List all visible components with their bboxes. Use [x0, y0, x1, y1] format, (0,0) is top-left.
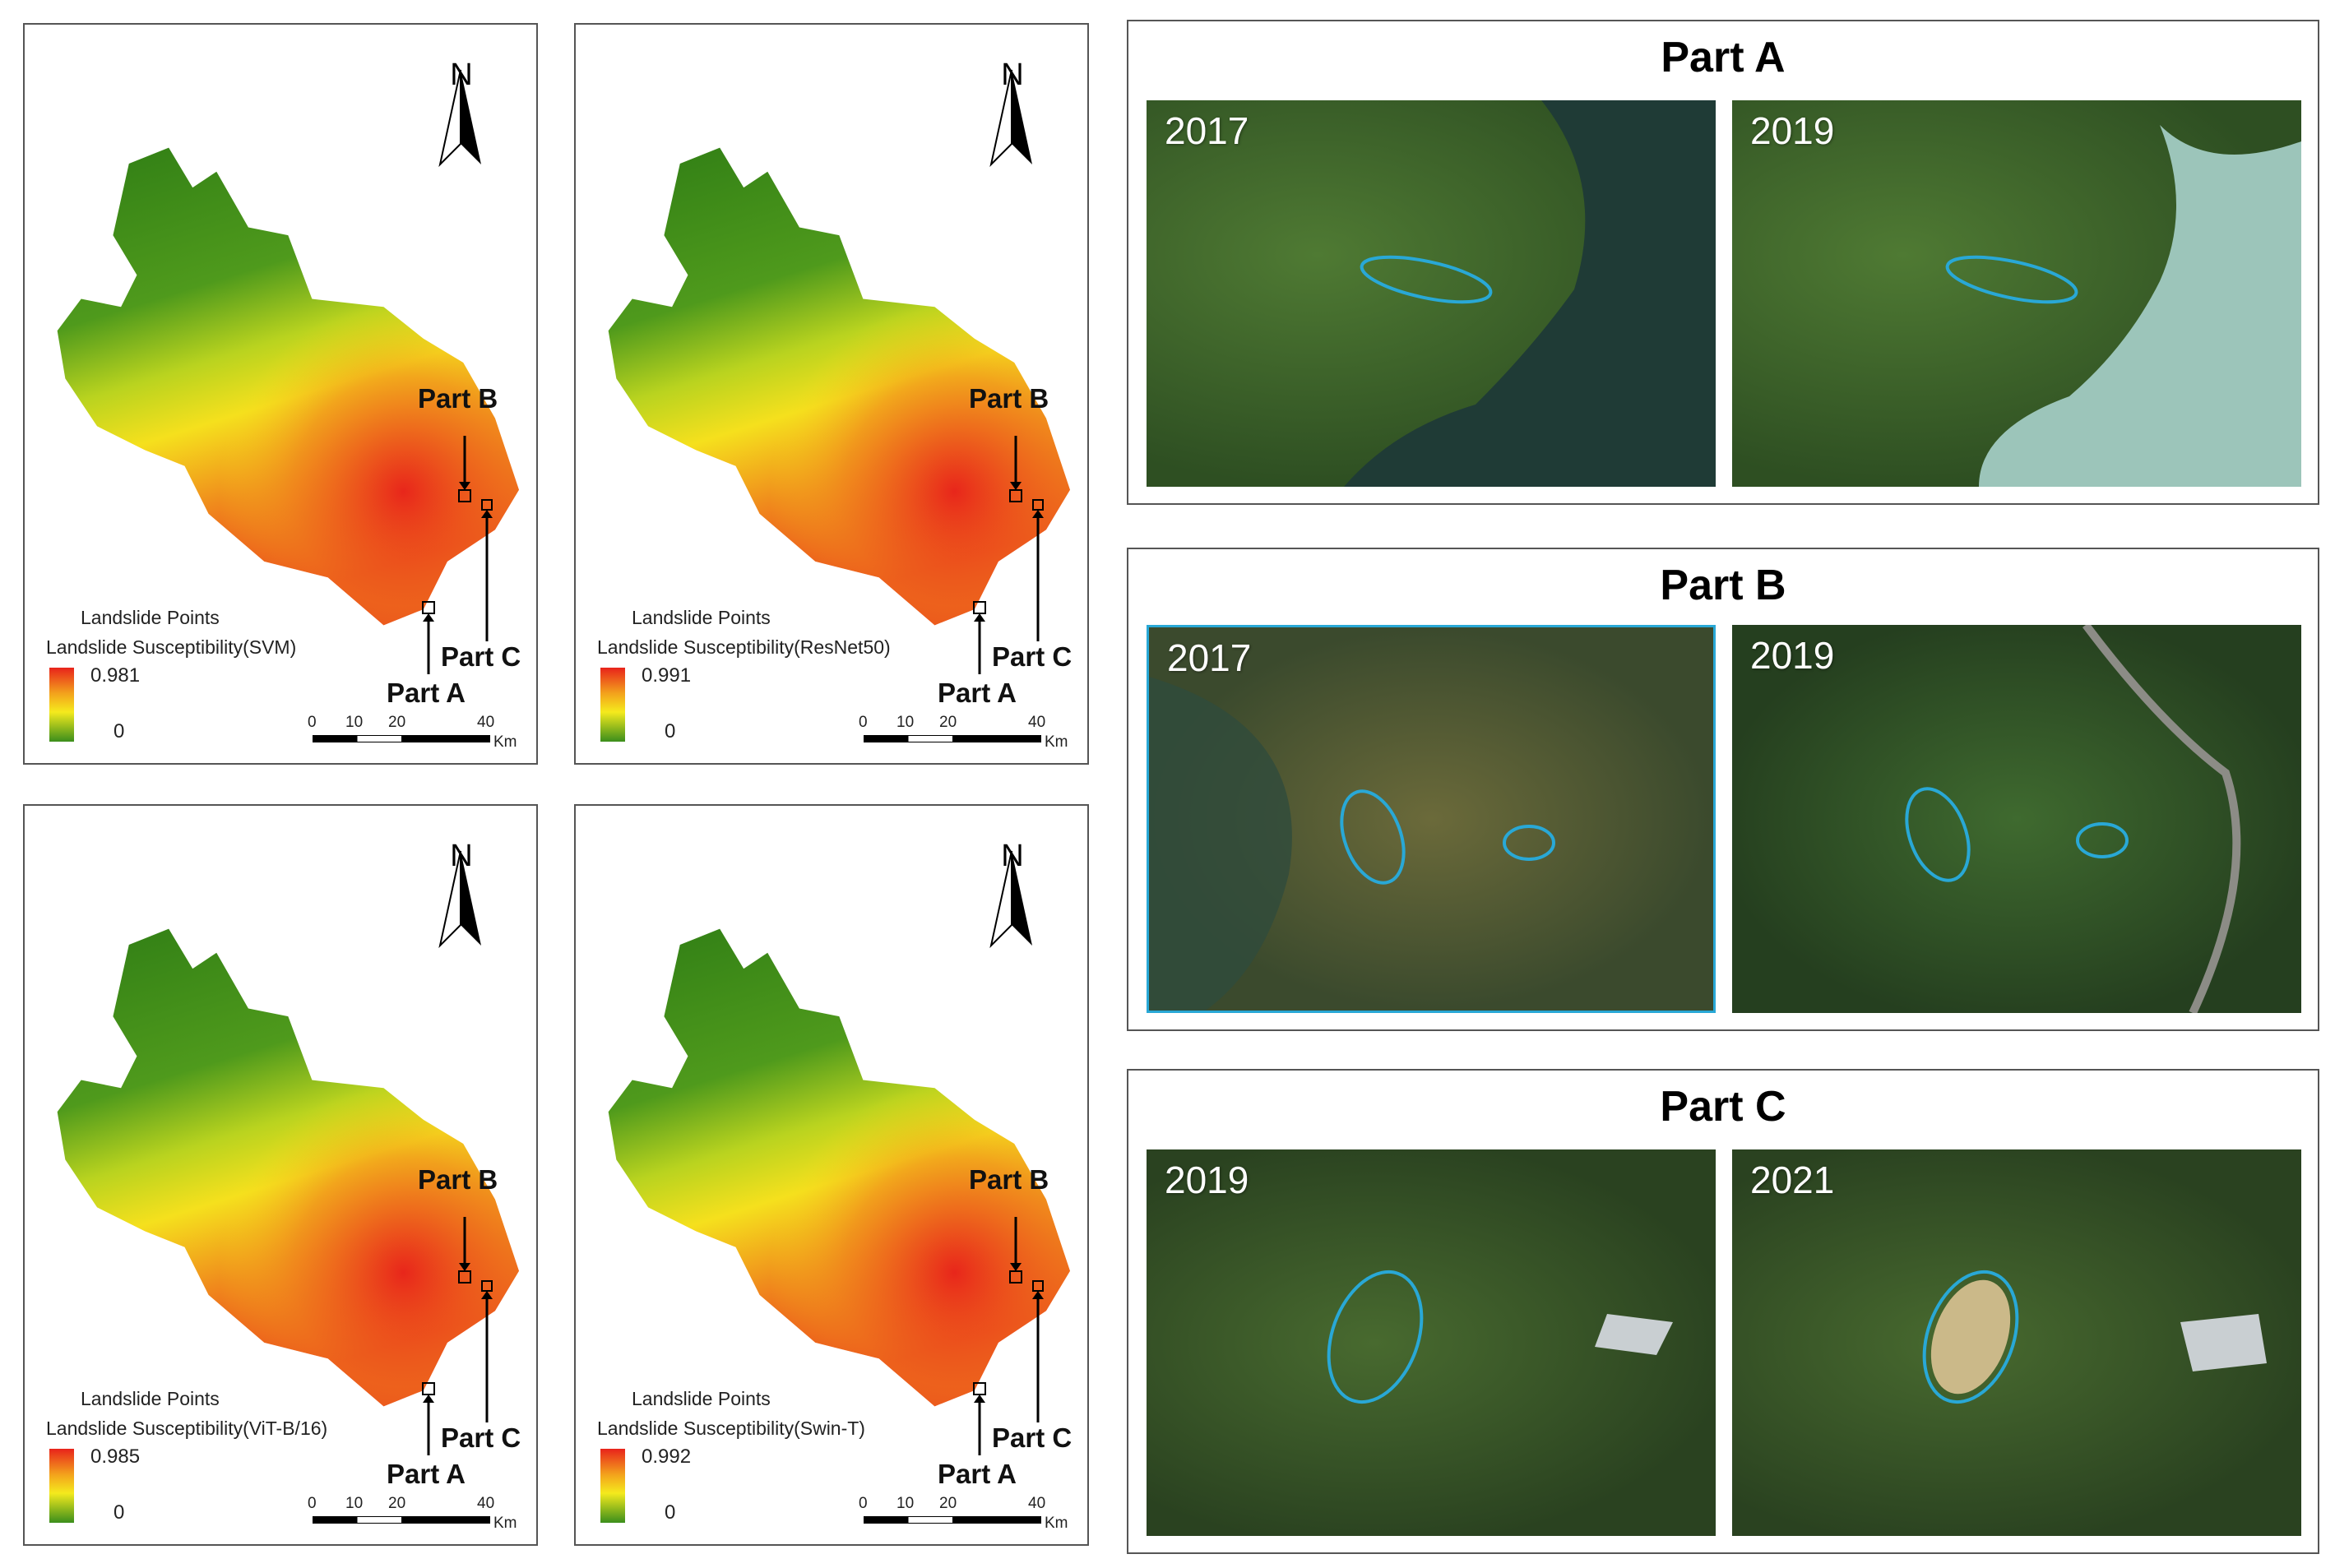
year-label: 2019 — [1750, 109, 1835, 152]
scale-10: 10 — [896, 714, 915, 731]
part-c-label: Part C — [441, 1422, 521, 1453]
north-label: N — [450, 839, 473, 873]
part-c-label: Part C — [441, 641, 521, 672]
map-panel-swin: N Landslide Points Landslide Susceptibil… — [574, 804, 1089, 1546]
part-c-photo-left: 2019 — [1147, 1149, 1716, 1536]
legend-title: Landslide Susceptibility(ResNet50) — [597, 636, 891, 658]
north-arrow-icon — [989, 850, 1032, 949]
part-a-title: Part A — [1661, 34, 1786, 81]
landslide-highlight — [1327, 1270, 1424, 1404]
scale-20: 20 — [388, 714, 406, 731]
part-c-title: Part C — [1660, 1083, 1786, 1131]
ramp-max: 0.981 — [90, 664, 141, 687]
susceptibility-map-svm — [57, 69, 519, 674]
part-c-label: Part C — [992, 1422, 1073, 1453]
map-panel-vit: N Landslide Points Landslide Susceptibil… — [23, 804, 538, 1546]
ramp-min: 0 — [665, 720, 676, 742]
part-a-photo-left: 2017 — [1147, 100, 1716, 487]
scale-unit: Km — [493, 733, 517, 751]
landslide-highlight — [1360, 255, 1493, 304]
year-label: 2021 — [1750, 1159, 1835, 1201]
north-label: N — [1001, 839, 1024, 873]
part-c-label: Part C — [992, 641, 1073, 672]
part-a-photo-right: 2019 — [1732, 100, 2301, 487]
landslide-highlight — [2076, 822, 2129, 858]
part-c-panel: Part C 2019 2021 — [1127, 1069, 2319, 1554]
color-ramp — [600, 668, 625, 742]
year-label: 2017 — [1165, 109, 1249, 152]
year-label: 2017 — [1167, 636, 1252, 679]
part-b-label: Part B — [969, 1164, 1049, 1195]
north-arrow-icon — [989, 69, 1032, 168]
color-ramp — [49, 1449, 74, 1523]
scale-10: 10 — [345, 714, 364, 731]
scale-bar — [864, 735, 1041, 742]
scale-bar — [864, 1516, 1041, 1524]
landslide-highlight — [1905, 787, 1971, 882]
scale-unit: Km — [1045, 1515, 1068, 1532]
part-b-title: Part B — [1660, 562, 1786, 609]
part-a-panel: Part A 2017 2019 — [1127, 20, 2319, 505]
map-panel-resnet: N Landslide Points Landslide Susceptibil… — [574, 23, 1089, 765]
scale-20: 20 — [939, 714, 957, 731]
legend-landslide-points: Landslide Points — [632, 1388, 771, 1409]
ramp-min: 0 — [114, 1501, 125, 1524]
part-a-label: Part A — [938, 678, 1017, 708]
legend-title: Landslide Susceptibility(Swin-T) — [597, 1418, 865, 1439]
north-arrow-icon — [438, 69, 481, 168]
north-label: N — [450, 58, 473, 92]
scale-40: 40 — [1028, 1495, 1046, 1512]
scale-unit: Km — [1045, 733, 1068, 751]
scale-20: 20 — [388, 1495, 406, 1512]
legend-landslide-points: Landslide Points — [81, 607, 220, 628]
part-b-label: Part B — [418, 383, 498, 414]
scale-40: 40 — [477, 1495, 495, 1512]
part-b-photo-left: 2017 — [1147, 625, 1716, 1013]
ramp-min: 0 — [665, 1501, 676, 1524]
scale-10: 10 — [345, 1495, 364, 1512]
scale-40: 40 — [1028, 714, 1046, 731]
ramp-max: 0.992 — [642, 1445, 692, 1468]
year-label: 2019 — [1750, 634, 1835, 677]
part-a-label: Part A — [938, 1459, 1017, 1489]
legend-title: Landslide Susceptibility(SVM) — [46, 636, 297, 658]
part-c-photo-right: 2021 — [1732, 1149, 2301, 1536]
part-b-panel: Part B 2017 2019 — [1127, 548, 2319, 1031]
landslide-highlight — [1340, 789, 1406, 885]
north-arrow-icon — [438, 850, 481, 949]
scale-unit: Km — [493, 1515, 517, 1532]
scale-0: 0 — [308, 1495, 317, 1512]
part-b-label: Part B — [418, 1164, 498, 1195]
legend-landslide-points: Landslide Points — [632, 607, 771, 628]
susceptibility-map-vit — [57, 850, 519, 1455]
scale-0: 0 — [859, 1495, 868, 1512]
ramp-max: 0.991 — [642, 664, 692, 687]
scale-bar — [313, 735, 490, 742]
year-label: 2019 — [1165, 1159, 1249, 1201]
scale-bar — [313, 1516, 490, 1524]
scale-40: 40 — [477, 714, 495, 731]
landslide-highlight — [1945, 255, 2078, 304]
landslide-highlight — [1503, 825, 1555, 861]
scale-10: 10 — [896, 1495, 915, 1512]
color-ramp — [600, 1449, 625, 1523]
part-a-label: Part A — [387, 678, 466, 708]
part-b-photo-right: 2019 — [1732, 625, 2301, 1013]
legend-landslide-points: Landslide Points — [81, 1388, 220, 1409]
ramp-min: 0 — [114, 720, 125, 742]
legend-title: Landslide Susceptibility(ViT-B/16) — [46, 1418, 328, 1439]
scale-20: 20 — [939, 1495, 957, 1512]
susceptibility-map-swin — [608, 850, 1070, 1455]
ramp-max: 0.985 — [90, 1445, 141, 1468]
scale-0: 0 — [308, 714, 317, 731]
part-a-label: Part A — [387, 1459, 466, 1489]
map-panel-svm: N Landslide Points Landslide Susceptibil… — [23, 23, 538, 765]
scale-0: 0 — [859, 714, 868, 731]
part-b-label: Part B — [969, 383, 1049, 414]
landslide-highlight — [1922, 1270, 2019, 1404]
north-label: N — [1001, 58, 1024, 92]
susceptibility-map-resnet — [608, 69, 1070, 674]
color-ramp — [49, 668, 74, 742]
